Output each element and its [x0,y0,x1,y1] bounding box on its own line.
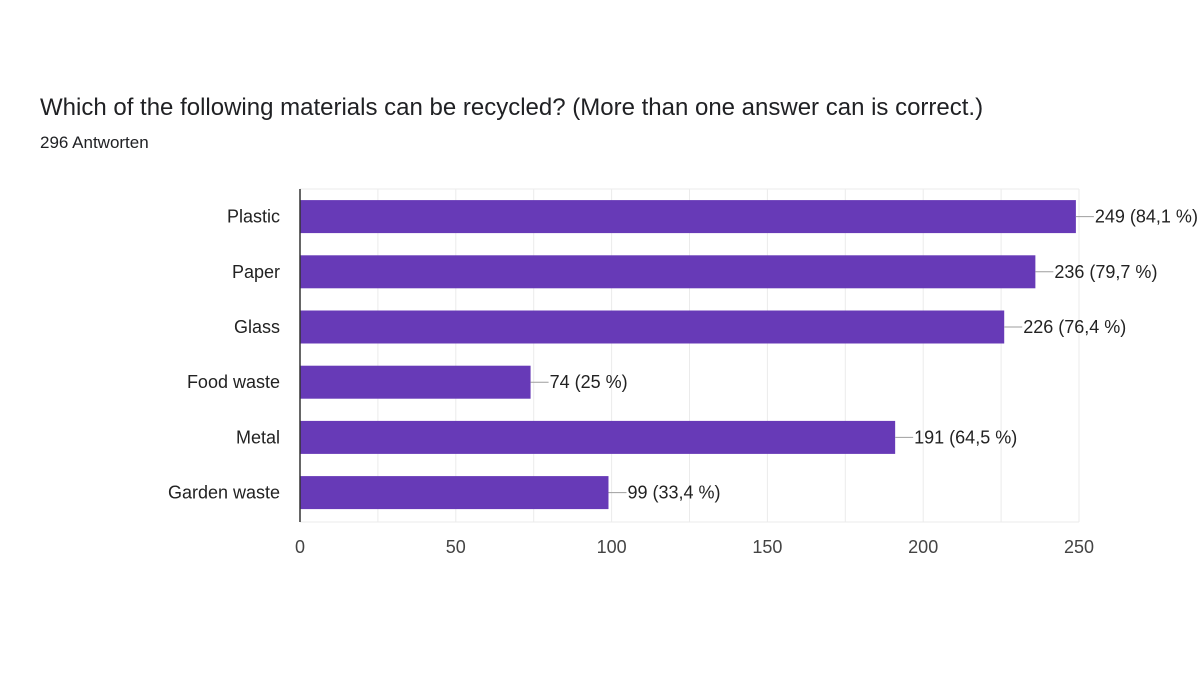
category-label: Glass [234,317,280,337]
category-label: Garden waste [168,483,280,503]
data-label: 226 (76,4 %) [1023,317,1126,337]
bar [300,255,1036,289]
x-tick-label: 250 [1064,537,1094,557]
x-tick-label: 150 [752,537,782,557]
x-tick-label: 200 [908,537,938,557]
x-tick-label: 100 [597,537,627,557]
data-label: 191 (64,5 %) [914,427,1017,447]
response-count: 296 Antworten [40,133,149,152]
data-label: 99 (33,4 %) [627,483,720,503]
bar [300,476,609,510]
category-label: Food waste [187,372,280,392]
chart-title: Which of the following materials can be … [40,94,984,121]
bar [300,420,896,454]
bar [300,365,531,399]
data-label: 249 (84,1 %) [1095,207,1198,227]
category-label: Plastic [227,207,280,227]
bar [300,200,1076,234]
bar [300,310,1005,344]
data-label: 236 (79,7 %) [1054,262,1157,282]
category-label: Metal [236,427,280,447]
data-label: 74 (25 %) [550,372,628,392]
x-tick-label: 50 [446,537,466,557]
category-label: Paper [232,262,280,282]
x-tick-label: 0 [295,537,305,557]
